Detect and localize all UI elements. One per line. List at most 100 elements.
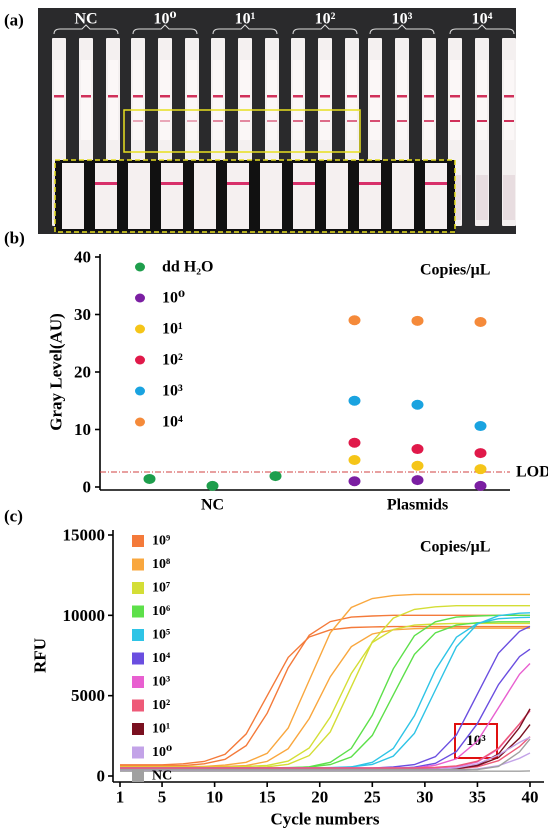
legend-marker xyxy=(135,417,145,427)
x-tick-label: 20 xyxy=(311,788,328,807)
rfu-curve xyxy=(120,709,531,769)
inset-strip xyxy=(62,163,84,229)
highlight-box xyxy=(123,109,361,153)
inset-line xyxy=(95,182,117,185)
test-line xyxy=(267,120,277,122)
point xyxy=(474,448,487,459)
group-label: 10² xyxy=(315,11,336,28)
group-brace xyxy=(369,24,435,35)
inset-line xyxy=(293,182,315,185)
legend-label: 10³ xyxy=(162,383,183,400)
strip-window xyxy=(187,60,197,140)
strip-window xyxy=(240,60,250,140)
inset-strip xyxy=(425,163,447,229)
control-line xyxy=(477,95,487,98)
inset-line xyxy=(227,182,249,185)
inset-strip xyxy=(359,163,381,229)
legend-label: 10⁴ xyxy=(162,414,183,431)
point xyxy=(348,476,361,487)
test-line xyxy=(293,120,303,122)
strip-window xyxy=(160,60,170,140)
strip-window xyxy=(347,60,357,140)
legend-label: 10⁹ xyxy=(152,534,170,549)
point xyxy=(348,437,361,448)
panel-label: (c) xyxy=(4,507,23,526)
x-tick-label: 5 xyxy=(158,788,167,807)
strip-window xyxy=(477,60,487,140)
legend-marker xyxy=(135,355,145,365)
lod-label: LOD xyxy=(516,464,548,481)
test-line xyxy=(160,120,170,122)
control-line xyxy=(320,95,330,98)
control-line xyxy=(213,95,223,98)
x-tick-label: 1 xyxy=(116,788,125,807)
inset-strip xyxy=(293,163,315,229)
x-tick-label: NC xyxy=(201,497,224,514)
x-axis-label: Cycle numbers xyxy=(270,810,379,829)
legend-label: 10⁷ xyxy=(152,581,170,596)
strip-window xyxy=(81,60,91,140)
legend-label: NC xyxy=(152,769,172,784)
inset-strip xyxy=(392,163,414,229)
y-tick-label: 0 xyxy=(83,478,92,497)
point xyxy=(411,460,424,471)
inset-strip xyxy=(194,163,216,229)
y-tick-label: 10000 xyxy=(63,606,106,625)
point xyxy=(143,473,156,484)
rfu-curve xyxy=(120,614,530,767)
legend-label: 10² xyxy=(152,698,170,713)
legend-label: 10⁰ xyxy=(162,290,185,307)
point xyxy=(269,471,282,482)
control-line xyxy=(293,95,303,98)
legend-label: 10⁴ xyxy=(152,651,171,666)
control-line xyxy=(240,95,250,98)
y-tick-label: 5000 xyxy=(71,686,105,705)
test-line xyxy=(133,120,143,122)
point xyxy=(348,315,361,326)
legend-swatch xyxy=(132,676,144,688)
rfu-curve xyxy=(120,648,531,770)
strip-window xyxy=(54,60,64,140)
point xyxy=(411,444,424,455)
x-tick-label: 40 xyxy=(522,788,539,807)
legend-label: 10² xyxy=(162,352,183,369)
strip-window xyxy=(108,60,118,140)
group-brace xyxy=(292,24,358,35)
x-tick-label: 25 xyxy=(364,788,381,807)
control-line xyxy=(133,95,143,98)
inset-strips xyxy=(62,163,447,229)
legend-swatch xyxy=(132,605,144,618)
legend-marker xyxy=(135,386,145,396)
control-line xyxy=(267,95,277,98)
control-line xyxy=(424,95,434,98)
control-line xyxy=(81,95,91,98)
strip-window xyxy=(293,60,303,140)
group-brace xyxy=(449,24,515,35)
inset-strip xyxy=(260,163,282,229)
y-axis-label: RFU xyxy=(31,638,50,673)
x-tick-label: 30 xyxy=(416,788,433,807)
test-line xyxy=(397,120,407,122)
group-brace xyxy=(212,24,278,35)
legend-swatch xyxy=(132,723,144,735)
control-line xyxy=(187,95,197,98)
inset-line xyxy=(359,182,381,185)
sample-pad xyxy=(476,175,488,220)
legend-marker xyxy=(135,293,145,303)
inset-strip xyxy=(227,163,249,229)
point xyxy=(474,421,487,432)
group-label: 10¹ xyxy=(235,11,256,28)
control-line xyxy=(54,95,64,98)
test-line xyxy=(477,120,487,122)
legend-swatch xyxy=(132,770,144,782)
strip-window xyxy=(504,60,514,140)
sample-pad xyxy=(503,175,515,220)
point xyxy=(411,475,424,486)
point xyxy=(474,316,487,327)
test-line xyxy=(240,120,250,122)
y-tick-label: 15000 xyxy=(63,526,106,545)
callout: 10³ xyxy=(466,733,486,749)
legend-swatch xyxy=(132,535,144,547)
test-line xyxy=(424,120,434,122)
y-tick-label: 30 xyxy=(74,305,91,324)
